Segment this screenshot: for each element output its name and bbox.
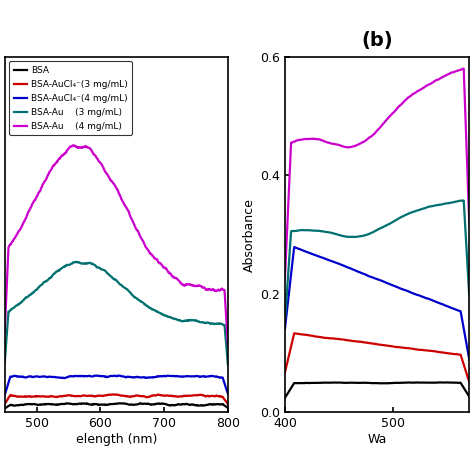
X-axis label: elength (nm): elength (nm) — [76, 433, 157, 446]
X-axis label: Wa: Wa — [367, 433, 387, 446]
Title: (b): (b) — [361, 31, 393, 50]
Legend: BSA, BSA-AuCl₄⁻(3 mg/mL), BSA-AuCl₄⁻(4 mg/mL), BSA-Au    (3 mg/mL), BSA-Au    (4: BSA, BSA-AuCl₄⁻(3 mg/mL), BSA-AuCl₄⁻(4 m… — [9, 62, 132, 135]
Y-axis label: Absorbance: Absorbance — [243, 198, 256, 272]
